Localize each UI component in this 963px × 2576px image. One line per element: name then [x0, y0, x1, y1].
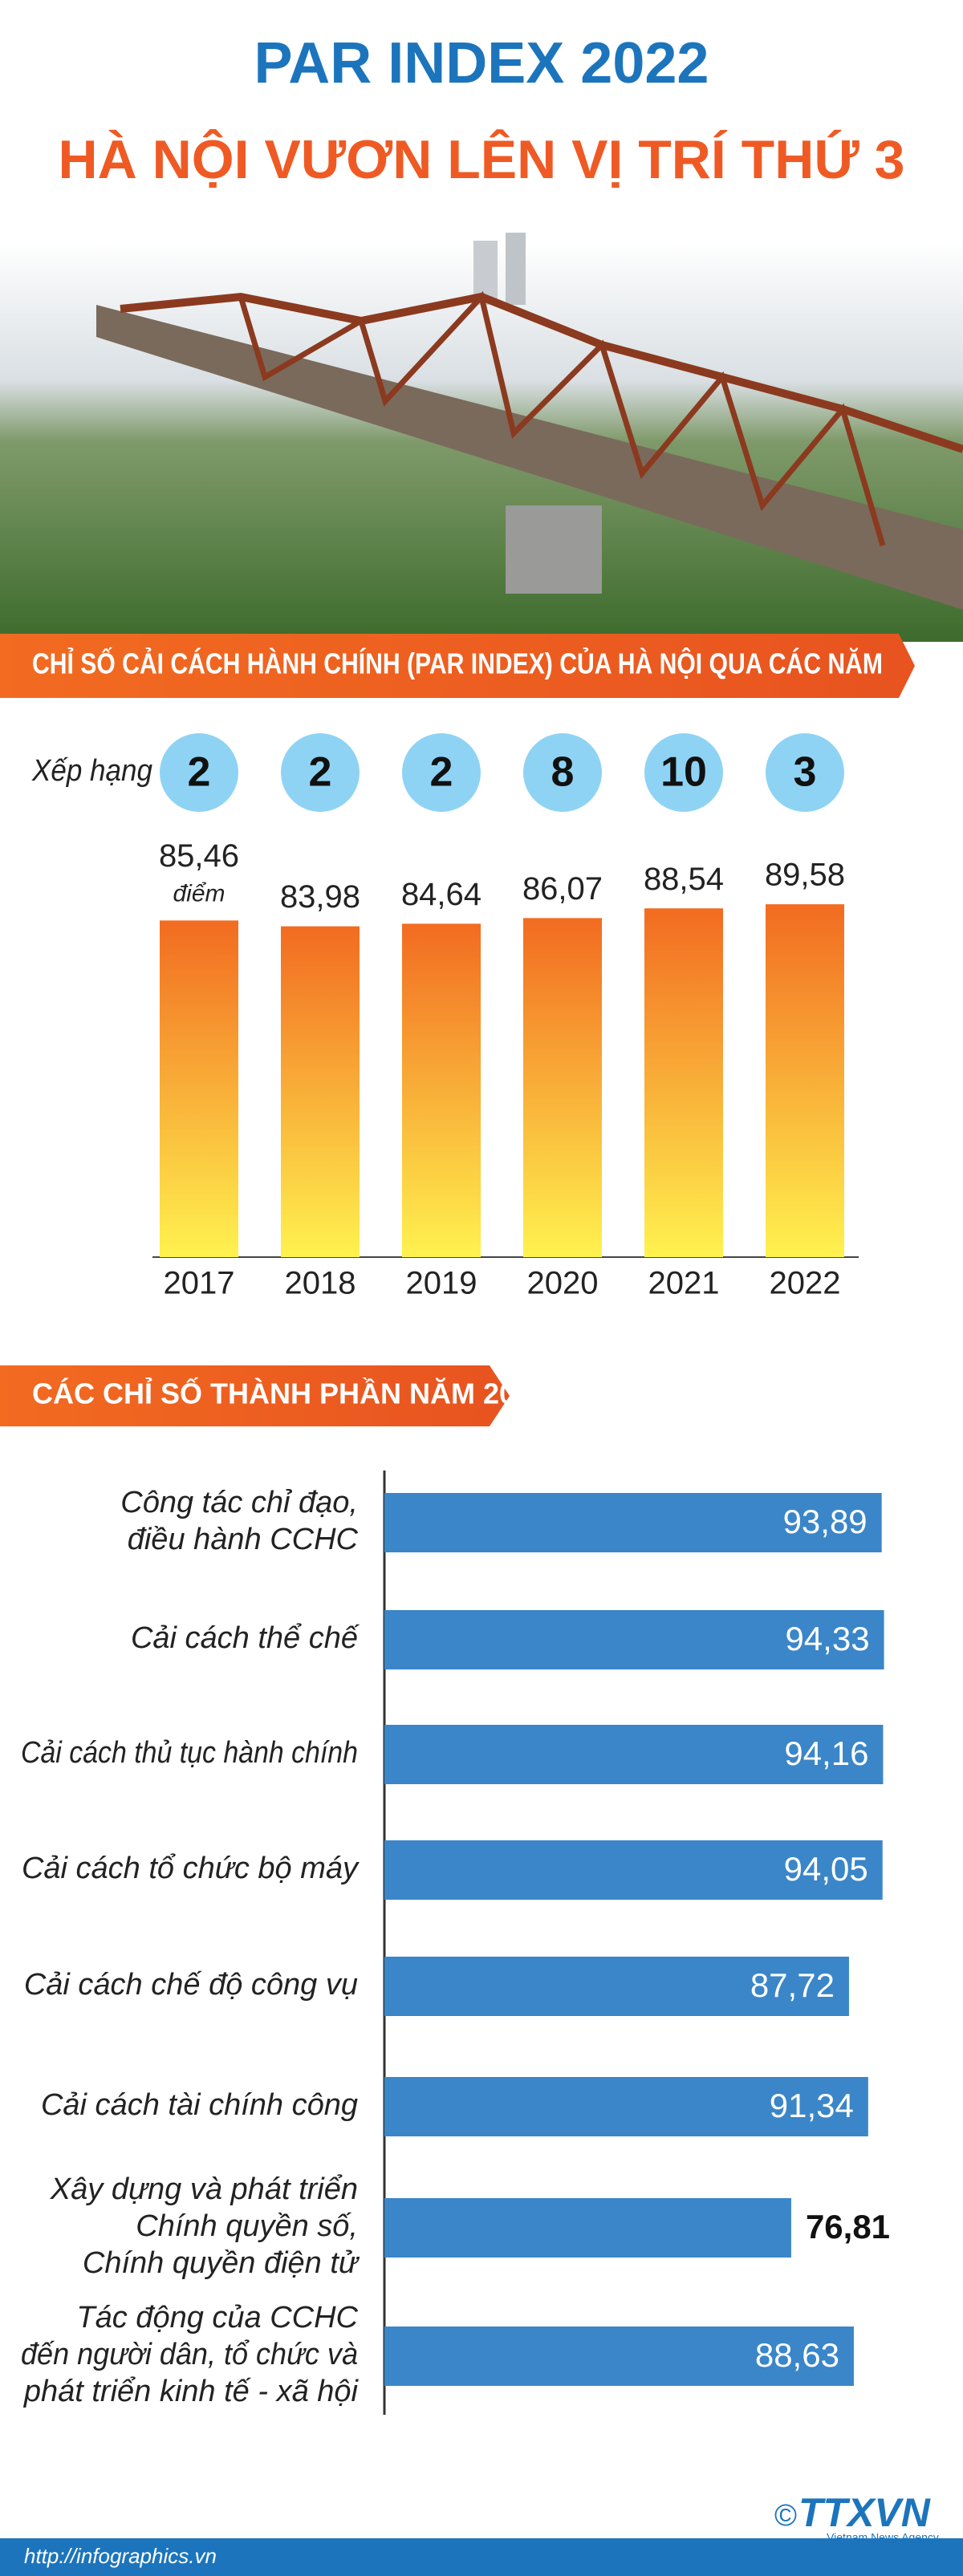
- value-label: 94,33: [785, 1620, 869, 1657]
- bar: [160, 920, 238, 1257]
- value-label: 88,54: [644, 862, 724, 897]
- x-tick-label: 2019: [406, 1266, 477, 1301]
- value-label: 94,16: [784, 1734, 868, 1772]
- rank: 10: [660, 749, 707, 796]
- value-label: 91,34: [770, 2087, 854, 2124]
- x-tick-label: 2020: [527, 1266, 599, 1301]
- value-label: 87,72: [750, 1966, 835, 2004]
- x-tick-label: 2022: [770, 1266, 841, 1301]
- value-label: 83,98: [280, 879, 360, 915]
- value-label: 93,89: [783, 1503, 868, 1540]
- rank-label: Xếp hạng: [31, 754, 152, 788]
- photo: [0, 233, 963, 642]
- category-label: Cải cách thể chế: [131, 1621, 360, 1655]
- bar: [281, 927, 360, 1257]
- rank: 2: [188, 749, 211, 796]
- bar: [523, 918, 602, 1257]
- bar: [766, 904, 844, 1257]
- agency: Vietnam News Agency: [827, 2531, 939, 2544]
- x-tick-label: 2021: [648, 1266, 720, 1301]
- value-label: 94,05: [784, 1850, 868, 1888]
- category-label: Tác động của CCHC: [76, 2301, 358, 2335]
- subtitle: HÀ NỘI VƯƠN LÊN VỊ TRÍ THỨ 3: [59, 128, 905, 190]
- x-tick-label: 2017: [164, 1266, 235, 1301]
- bar: [402, 923, 481, 1257]
- title: PAR INDEX 2022: [254, 31, 709, 95]
- logo: TTXVN: [798, 2490, 931, 2535]
- rank: 3: [794, 749, 817, 796]
- rank: 2: [430, 749, 453, 796]
- category-label: điều hành CCHC: [128, 1523, 359, 1556]
- category-label: Xây dựng và phát triển: [50, 2172, 358, 2206]
- bar: [644, 908, 723, 1257]
- category-label: Cải cách tổ chức bộ máy: [22, 1852, 360, 1885]
- category-label: Chính quyền số,: [136, 2209, 358, 2243]
- value-label: 86,07: [522, 871, 603, 907]
- x-tick-label: 2018: [285, 1266, 356, 1301]
- category-label: Cải cách chế độ công vụ: [24, 1968, 358, 2002]
- category-label: Cải cách tài chính công: [41, 2088, 358, 2122]
- category-label: Công tác chỉ đạo,: [120, 1486, 358, 1519]
- copyright: ©: [774, 2499, 797, 2533]
- category-label: Chính quyền điện tử: [83, 2246, 360, 2280]
- value-label: 89,58: [765, 858, 845, 893]
- category-label: đến người dân, tổ chức và: [21, 2338, 358, 2371]
- value-label: 84,64: [401, 877, 482, 912]
- category-label: phát triển kinh tế - xã hội: [23, 2375, 360, 2408]
- value-label: 76,81: [806, 2208, 890, 2245]
- unit-label: điểm: [173, 880, 225, 907]
- section-title: CÁC CHỈ SỐ THÀNH PHẦN NĂM 2022: [32, 1377, 547, 1410]
- bar: [384, 2198, 791, 2258]
- category-label: Cải cách thủ tục hành chính: [21, 1736, 358, 1770]
- value-label: 85,46: [159, 838, 239, 874]
- section-title: CHỈ SỐ CẢI CÁCH HÀNH CHÍNH (PAR INDEX) C…: [32, 647, 883, 680]
- value-label: 88,63: [755, 2336, 839, 2374]
- rank: 8: [551, 749, 575, 796]
- rank: 2: [309, 749, 332, 796]
- footer-url: http://infographics.vn: [24, 2544, 217, 2568]
